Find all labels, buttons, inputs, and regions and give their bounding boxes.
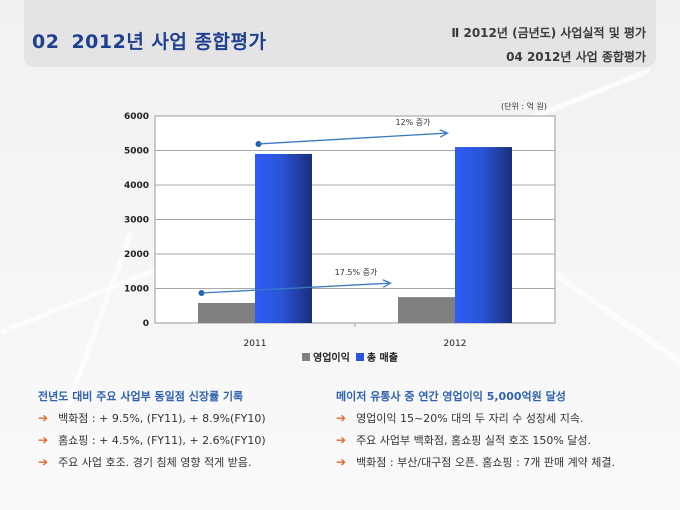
arrow-right-icon: ➔ — [38, 433, 49, 447]
list-item-text: 주요 사업부 백화점, 홈쇼핑 실적 호조 150% 달성. — [356, 434, 592, 447]
legend-swatch — [302, 352, 310, 361]
legend-swatch — [355, 352, 364, 361]
legend-item-total-sales: 총 매출 — [355, 349, 398, 364]
section-number: 02 — [32, 31, 60, 53]
breadcrumb-chapter: Ⅱ 2012년 (금년도) 사업실적 및 평가 — [451, 26, 646, 40]
y-tick-label: 3000 — [124, 216, 149, 226]
left-panel-heading: 전년도 대비 주요 사업부 동일점 신장률 기록 — [38, 390, 244, 403]
list-item-text: 백화점 : + 9.5%, (FY11), + 8.9%(FY10) — [58, 412, 266, 425]
list-item: ➔ 홈쇼핑 : + 4.5%, (FY11), + 2.6%(FY10) — [38, 432, 266, 448]
y-tick-label: 4000 — [124, 181, 149, 191]
right-panel: 메이저 유통사 중 연간 영업이익 5,000억원 달성 ➔ 영업이익 15~20… — [336, 388, 615, 476]
growth-annotation-label: 12% 증가 — [395, 118, 431, 127]
y-tick-label: 2000 — [124, 250, 149, 260]
breadcrumb-section: 04 2012년 사업 종합평가 — [506, 50, 646, 64]
arrow-right-icon: ➔ — [336, 455, 347, 469]
growth-arrow — [201, 283, 391, 294]
list-item: ➔ 백화점 : + 9.5%, (FY11), + 8.9%(FY10) — [38, 410, 266, 426]
growth-arrow — [258, 133, 448, 145]
list-item: ➔ 영업이익 15~20% 대의 두 자리 수 성장세 지속. — [336, 410, 615, 426]
bar-total-sales-2012 — [455, 147, 512, 323]
legend-label: 영업이익 — [313, 353, 350, 364]
bar-total-sales-2011 — [255, 153, 312, 323]
arrow-right-icon: ➔ — [336, 433, 347, 447]
x-tick-label: 2012 — [444, 339, 467, 349]
left-panel: 전년도 대비 주요 사업부 동일점 신장률 기록 ➔ 백화점 : + 9.5%, … — [38, 388, 266, 476]
page-title: 02 2012년 사업 종합평가 — [32, 27, 266, 54]
title-text: 2012년 사업 종합평가 — [71, 31, 267, 53]
y-tick-label: 6000 — [124, 112, 149, 122]
bar-operating-profit-2012 — [398, 297, 455, 323]
header-band — [24, 0, 656, 67]
y-tick-label: 5000 — [124, 147, 149, 157]
list-item: ➔ 백화점 : 부산/대구점 오픈. 홈쇼핑 : 7개 판매 계약 체결. — [336, 454, 615, 470]
x-tick-label: 2011 — [244, 339, 267, 349]
legend-label: 총 매출 — [366, 353, 398, 364]
y-tick-label: 1000 — [124, 285, 149, 295]
legend: 영업이익 총 매출 — [302, 349, 404, 364]
y-tick-label: 0 — [143, 319, 149, 329]
list-item-text: 주요 사업 호조. 경기 침체 영향 적게 받음. — [58, 456, 252, 469]
arrow-right-icon: ➔ — [336, 411, 347, 425]
arrow-right-icon: ➔ — [38, 411, 49, 425]
list-item-text: 영업이익 15~20% 대의 두 자리 수 성장세 지속. — [356, 412, 584, 425]
arrow-right-icon: ➔ — [38, 455, 49, 469]
growth-annotation-label: 17.5% 증가 — [335, 268, 378, 277]
list-item-text: 홈쇼핑 : + 4.5%, (FY11), + 2.6%(FY10) — [58, 434, 266, 447]
right-panel-heading: 메이저 유통사 중 연간 영업이익 5,000억원 달성 — [336, 390, 566, 403]
unit-label: (단위 : 억 원) — [501, 102, 548, 111]
legend-item-operating-profit: 영업이익 — [302, 349, 350, 364]
list-item: ➔ 주요 사업부 백화점, 홈쇼핑 실적 호조 150% 달성. — [336, 432, 615, 448]
list-item-text: 백화점 : 부산/대구점 오픈. 홈쇼핑 : 7개 판매 계약 체결. — [356, 456, 616, 469]
bar-operating-profit-2011 — [198, 302, 255, 323]
list-item: ➔ 주요 사업 호조. 경기 침체 영향 적게 받음. — [38, 454, 266, 470]
